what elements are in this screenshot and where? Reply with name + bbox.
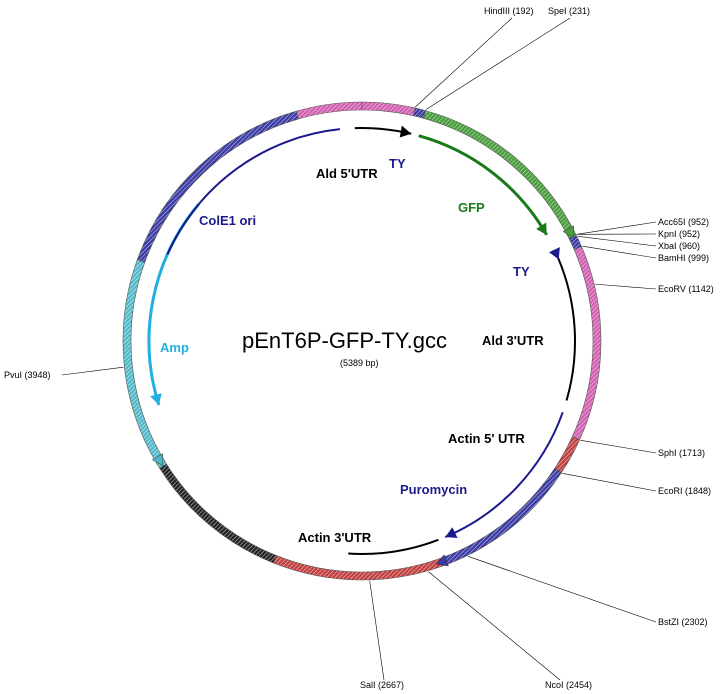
leader-ecorv: [595, 283, 657, 290]
restriction-sites: HindIII (192) SpeI (231) Acc65I (952) Kp…: [4, 6, 714, 690]
site-label-ecori: EcoRI (1848): [658, 486, 711, 496]
band-actin-5utr: [554, 436, 580, 474]
feature-label-actin-3utr: Actin 3'UTR: [298, 530, 372, 545]
arc-ty-2-head: [548, 247, 560, 260]
band-spacer: [159, 463, 277, 564]
site-label-ecorv: EcoRV (1142): [658, 284, 714, 294]
leader-bstzi: [467, 556, 657, 623]
feature-label-actin-5utr: Actin 5' UTR: [448, 431, 525, 446]
leader-sali: [369, 580, 385, 681]
site-label-ncoi: NcoI (2454): [545, 680, 592, 690]
leader-pvui: [61, 366, 124, 376]
site-leaders: [61, 17, 657, 681]
arc-ald-5utr-head: [399, 125, 412, 138]
leader-hindiii: [415, 17, 513, 108]
leader-ncoi: [428, 571, 561, 681]
band-arrow-amp: [151, 453, 164, 467]
band-arrow-gfp: [562, 225, 574, 239]
band-amp: [122, 259, 167, 469]
feature-label-cole1-ori: ColE1 ori: [199, 213, 256, 228]
feature-label-puromycin: Puromycin: [400, 482, 467, 497]
feature-label-ty-2: TY: [513, 264, 530, 279]
band-ald-5utr: [295, 101, 363, 120]
plasmid-name: pEnT6P-GFP-TY.gcc: [242, 328, 447, 353]
feature-label-ald-5utr: Ald 5'UTR: [316, 166, 378, 181]
feature-arcs: [147, 125, 576, 555]
band-actin-3utr: [273, 555, 449, 581]
site-label-sphi: SphI (1713): [658, 448, 705, 458]
arc-ald-3utr: [556, 256, 576, 401]
leader-acc65i: [576, 221, 657, 235]
feature-label-gfp: GFP: [458, 200, 485, 215]
arc-amp-head: [150, 393, 162, 405]
site-label-kpni: KpnI (952): [658, 229, 700, 239]
feature-label-amp: Amp: [160, 340, 189, 355]
site-label-pvui: PvuI (3948): [4, 370, 51, 380]
site-label-bstzi: BstZI (2302): [658, 617, 708, 627]
plasmid-size: (5389 bp): [340, 358, 379, 368]
site-label-xbai: XbaI (960): [658, 241, 700, 251]
leader-sphi: [580, 439, 657, 454]
site-label-bamhi: BamHI (999): [658, 253, 709, 263]
site-label-sali: SalI (2667): [360, 680, 404, 690]
feature-label-ald-3utr: Ald 3'UTR: [482, 333, 544, 348]
leader-xbai: [577, 235, 657, 247]
arc-puromycin: [444, 411, 564, 538]
feature-labels: Ald 5'UTR TY GFP TY Ald 3'UTR Actin 5' U…: [160, 156, 544, 545]
backbone-band: [122, 101, 602, 581]
leader-bamhi: [582, 245, 657, 259]
arc-cole1-ori: [166, 128, 341, 256]
feature-label-ty-1: TY: [389, 156, 406, 171]
arc-gfp-head: [536, 222, 547, 235]
site-label-acc65i: Acc65I (952): [658, 217, 709, 227]
band-ald-5utr-b: [361, 101, 416, 117]
band-ald-3utr: [571, 246, 602, 441]
band-cole1-ori: [136, 110, 299, 263]
band-arrow-puromycin: [435, 554, 449, 567]
band-gfp: [423, 110, 577, 239]
arc-puromycin-head: [445, 527, 458, 539]
arc-actin-3utr: [348, 538, 439, 555]
site-label-spei: SpeI (231): [548, 6, 590, 16]
site-label-hindiii: HindIII (192): [484, 6, 534, 16]
leader-ecori: [562, 473, 657, 492]
leader-spei: [425, 17, 571, 110]
arc-gfp: [418, 134, 548, 236]
